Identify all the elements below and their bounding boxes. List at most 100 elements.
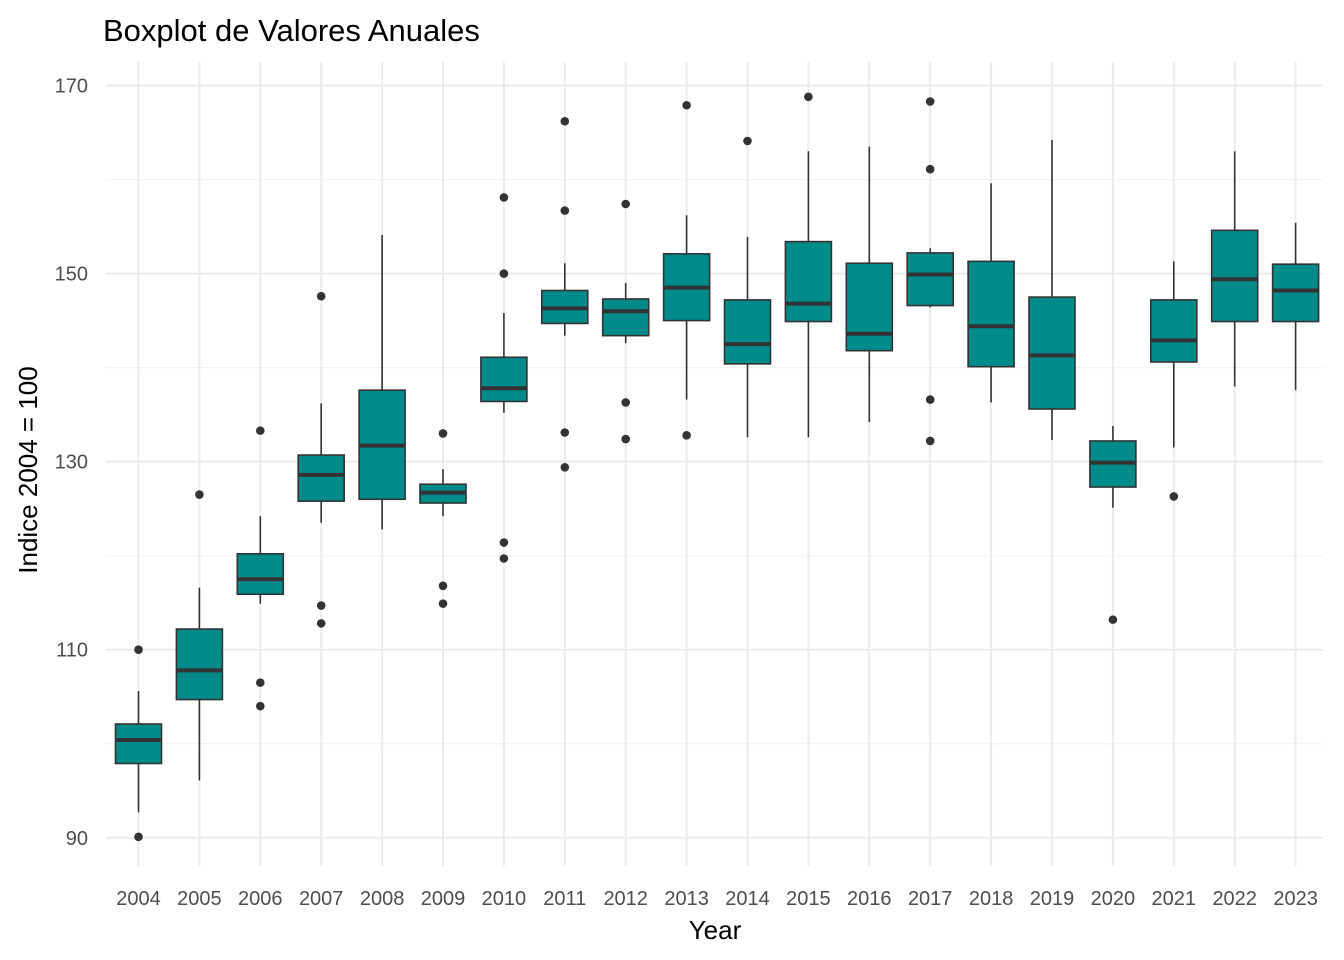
- box-2005: [175, 490, 224, 781]
- x-tick-label: 2008: [360, 888, 405, 910]
- outlier-point: [316, 619, 326, 628]
- box-body: [1028, 296, 1076, 410]
- x-tick-label: 2012: [603, 888, 648, 910]
- x-tick-label: 2022: [1212, 888, 1257, 910]
- x-tick-label: 2015: [786, 888, 831, 910]
- x-tick-label: 2006: [238, 888, 283, 910]
- box-2019: [1028, 140, 1076, 441]
- outlier-point: [560, 206, 570, 215]
- outlier-point: [925, 436, 935, 446]
- x-tick-label: 2014: [725, 888, 770, 910]
- x-tick-label: 2007: [299, 888, 344, 910]
- box-2016: [845, 146, 894, 423]
- outlier-point: [804, 92, 813, 102]
- box-2009: [419, 429, 467, 608]
- x-tick-label: 2019: [1030, 888, 1075, 910]
- y-tick-label: 110: [56, 640, 88, 662]
- chart-title: Boxplot de Valores Anuales: [103, 13, 480, 48]
- box-2020: [1089, 425, 1137, 624]
- x-axis-title: Year: [689, 915, 742, 945]
- outlier-point: [195, 490, 204, 499]
- outlier-point: [438, 581, 448, 591]
- outlier-point: [499, 554, 509, 563]
- box-2021: [1150, 261, 1198, 501]
- outlier-point: [1108, 615, 1118, 624]
- x-tick-label: 2011: [543, 888, 586, 910]
- x-tick-label: 2016: [847, 888, 892, 910]
- y-tick-label: 130: [55, 452, 88, 474]
- y-axis-title: Indice 2004 = 100: [13, 366, 43, 573]
- box-2018: [967, 183, 1015, 403]
- outlier-point: [621, 398, 630, 407]
- x-tick-label: 2010: [482, 888, 527, 910]
- outlier-point: [134, 645, 143, 655]
- box-body: [1210, 229, 1259, 323]
- outlier-point: [925, 164, 935, 174]
- outlier-point: [621, 199, 630, 209]
- outlier-point: [316, 291, 326, 301]
- box-body: [845, 262, 894, 352]
- x-tick-label: 2005: [177, 888, 222, 910]
- x-tick-label: 2004: [116, 888, 161, 910]
- box-2011: [540, 116, 589, 472]
- box-2014: [723, 136, 772, 438]
- box-body: [175, 628, 224, 701]
- outlier-point: [682, 100, 691, 110]
- y-axis-ticks: 90 110 130 150 170: [55, 76, 88, 850]
- box-2008: [358, 235, 406, 530]
- outlier-point: [560, 462, 570, 472]
- y-tick-label: 150: [55, 264, 88, 286]
- box-2007: [297, 291, 346, 628]
- outlier-point: [255, 678, 265, 687]
- outlier-point: [560, 428, 570, 437]
- box-body: [784, 240, 833, 323]
- box-body: [906, 252, 955, 307]
- outlier-point: [316, 601, 326, 610]
- outlier-point: [255, 426, 265, 435]
- box-body: [1150, 299, 1198, 363]
- x-tick-label: 2013: [664, 888, 709, 910]
- box-body: [1271, 263, 1320, 323]
- boxes: [114, 92, 1320, 842]
- box-body: [480, 356, 528, 403]
- box-body: [114, 723, 163, 765]
- outlier-point: [499, 193, 509, 202]
- box-2023: [1271, 222, 1320, 391]
- outlier-point: [682, 431, 691, 440]
- outlier-point: [255, 701, 265, 711]
- x-tick-label: 2018: [969, 888, 1014, 910]
- box-2015: [784, 92, 833, 438]
- outlier-point: [134, 832, 143, 842]
- outlier-point: [499, 269, 509, 278]
- outlier-point: [438, 599, 448, 608]
- y-tick-label: 90: [66, 828, 88, 850]
- box-body: [601, 298, 650, 337]
- grid: [106, 62, 1323, 866]
- x-tick-label: 2021: [1152, 888, 1197, 910]
- box-body: [967, 260, 1015, 368]
- outlier-point: [438, 429, 448, 438]
- box-2010: [480, 193, 528, 563]
- x-tick-label: 2009: [421, 888, 466, 910]
- outlier-point: [743, 136, 752, 146]
- x-axis-ticks: 2004 2005 2006 2007 2008 2009 2010 2011 2012 2013…: [116, 888, 1318, 910]
- outlier-point: [560, 116, 570, 126]
- box-2017: [906, 97, 955, 446]
- outlier-point: [1169, 492, 1179, 501]
- box-2022: [1210, 151, 1259, 387]
- box-body: [297, 454, 346, 502]
- box-2006: [236, 426, 285, 711]
- box-body: [723, 299, 772, 365]
- outlier-point: [499, 538, 509, 547]
- x-tick-label: 2017: [908, 888, 953, 910]
- outlier-point: [925, 395, 935, 404]
- outlier-point: [925, 97, 935, 106]
- box-2004: [114, 645, 163, 842]
- box-2012: [601, 199, 650, 444]
- y-tick-label: 170: [55, 76, 88, 98]
- outlier-point: [621, 434, 630, 444]
- box-body: [236, 553, 285, 596]
- x-tick-label: 2023: [1273, 888, 1318, 910]
- box-2013: [662, 100, 711, 440]
